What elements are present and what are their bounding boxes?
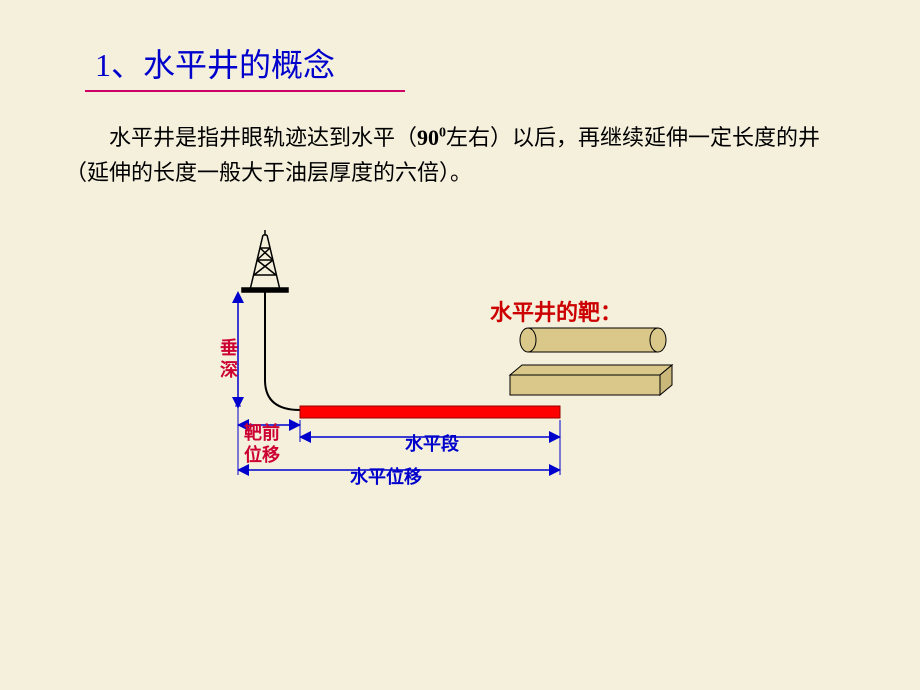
- target-cylinder: [520, 328, 666, 352]
- body-sup: 0: [439, 126, 446, 141]
- horizontal-section-bar: [300, 406, 560, 418]
- body-angle: 90: [417, 125, 439, 150]
- slide-title: 1、水平井的概念: [95, 40, 335, 86]
- well-trajectory: [265, 292, 300, 410]
- derrick-icon: [242, 230, 288, 292]
- diagram-svg: [180, 230, 740, 550]
- title-underline: [85, 90, 405, 92]
- well-diagram: 水平井的靶： 垂深 靶前位移 水平段 水平位移: [180, 230, 740, 550]
- horiz-section-label: 水平段: [405, 430, 459, 456]
- pre-target-label: 靶前位移: [242, 423, 282, 466]
- target-cuboid: [510, 365, 672, 395]
- vertical-depth-label: 垂深: [215, 338, 241, 382]
- horiz-disp-label: 水平位移: [350, 463, 422, 489]
- body-p1: 水平井是指井眼轨迹达到水平（: [109, 125, 417, 150]
- body-paragraph: 水平井是指井眼轨迹达到水平（900左右）以后，再继续延伸一定长度的井（延伸的长度…: [65, 120, 855, 190]
- target-label: 水平井的靶：: [490, 295, 622, 327]
